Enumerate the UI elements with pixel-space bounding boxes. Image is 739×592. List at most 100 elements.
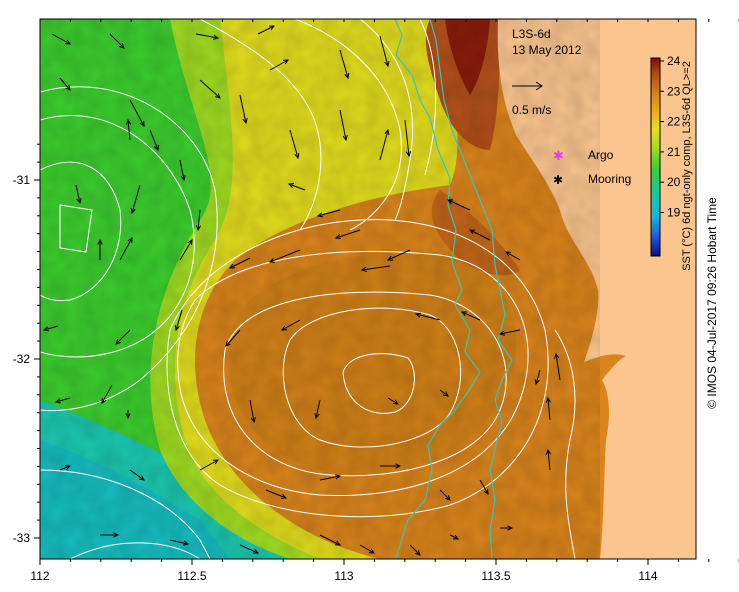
velocity-arrow: [386, 249, 411, 261]
velocity-arrow: [101, 384, 113, 405]
x-tick-label: 112: [30, 569, 49, 583]
velocity-arrow: [379, 128, 390, 161]
x-tick-label: 112.5: [177, 569, 206, 583]
velocity-arrow: [479, 479, 489, 495]
velocity-arrow: [174, 309, 183, 332]
velocity-scale-label: 0.5 m/s: [512, 103, 551, 117]
velocity-arrow: [360, 265, 391, 272]
velocity-arrow: [439, 389, 449, 397]
colorbar-tick-label: 21: [667, 145, 681, 159]
velocity-arrow: [314, 399, 321, 420]
velocity-arrow: [228, 257, 251, 269]
velocity-arrow: [449, 534, 460, 540]
velocity-arrow: [280, 319, 301, 331]
velocity-arrow: [409, 544, 421, 556]
legend-argo-label: Argo: [588, 148, 614, 162]
velocity-arrow: [59, 465, 72, 471]
velocity-arrow: [169, 539, 190, 546]
velocity-arrow: [129, 469, 145, 481]
velocity-arrow: [129, 99, 145, 128]
velocity-arrow: [500, 525, 514, 531]
colorbar-tick-label: 20: [667, 175, 681, 189]
velocity-arrow: [239, 544, 260, 554]
velocity-arrow: [179, 239, 193, 261]
velocity-arrow: [287, 183, 306, 191]
velocity-arrow: [319, 474, 342, 481]
velocity-arrow: [379, 35, 390, 68]
velocity-arrow: [179, 159, 186, 182]
velocity-arrow: [446, 199, 471, 211]
x-tick-label: 113: [334, 569, 353, 583]
velocity-arrow: [249, 399, 256, 424]
velocity-arrow: [125, 118, 132, 141]
ssh-contours: [40, 19, 576, 559]
velocity-arrow: [97, 238, 103, 260]
velocity-arrow: [289, 129, 300, 160]
velocity-arrow: [239, 94, 248, 125]
mooring-marker-icon: ✱: [553, 173, 563, 187]
velocity-scale-arrow: [512, 81, 543, 91]
y-axis: -31 -32 -33: [13, 143, 40, 545]
colorbar-ticks: 24 23 22 21 20 19: [660, 54, 681, 220]
x-tick-label: 114: [638, 569, 657, 583]
velocity-arrow: [115, 329, 131, 345]
velocity-vectors: [42, 25, 561, 556]
date-label: 13 May 2012: [512, 43, 582, 57]
velocity-arrow: [319, 534, 342, 546]
product-label: L3S-6d: [512, 27, 551, 41]
velocity-arrow: [195, 209, 202, 232]
colorbar-tick-label: 19: [667, 206, 681, 220]
velocity-arrow: [534, 369, 541, 386]
velocity-arrow: [468, 229, 491, 241]
velocity-arrow: [195, 33, 220, 40]
velocity-arrow: [387, 397, 399, 405]
colorbar-tick-label: 22: [667, 115, 681, 129]
velocity-arrow: [439, 489, 451, 501]
velocity-arrow: [460, 311, 481, 321]
velocity-arrow: [125, 410, 131, 420]
velocity-arrow: [414, 312, 441, 321]
velocity-arrow: [199, 79, 221, 99]
velocity-arrow: [339, 109, 348, 142]
velocity-arrow: [42, 325, 59, 332]
velocity-arrow: [75, 184, 82, 205]
y-tick-label: -31: [13, 173, 31, 187]
velocity-arrow: [109, 33, 125, 49]
velocity-arrow: [268, 249, 301, 263]
velocity-arrow: [380, 463, 402, 469]
bathymetry-contours: [394, 19, 513, 559]
velocity-arrow: [505, 251, 521, 261]
velocity-arrow: [269, 59, 290, 71]
velocity-arrow: [545, 448, 552, 471]
y-tick-label: -32: [13, 352, 31, 366]
legend-argo: ✱ Argo: [553, 148, 614, 164]
colorbar-tick-label: 24: [667, 54, 681, 68]
velocity-arrow: [265, 489, 288, 499]
colorbar-tick-label: 23: [667, 84, 681, 98]
velocity-arrow: [199, 459, 220, 471]
plot-frame: [39, 18, 697, 560]
velocity-arrow: [334, 229, 361, 240]
velocity-arrow: [130, 184, 141, 215]
velocity-arrow: [54, 397, 71, 404]
velocity-arrow: [498, 329, 521, 336]
credit-line: © IMOS 04-Jul-2017 09:26 Hobart Time: [705, 197, 719, 409]
velocity-arrow: [59, 77, 71, 91]
colorbar-title: SST (°C) 6d ngt-only comp, L3S-6d QL>=2: [681, 61, 693, 271]
velocity-arrow: [225, 329, 241, 347]
velocity-arrow: [149, 129, 159, 152]
x-tick-label: 113.5: [481, 569, 510, 583]
velocity-arrow: [257, 25, 276, 35]
velocity-arrow: [359, 544, 375, 554]
argo-marker-icon: ✱: [553, 149, 564, 164]
velocity-arrow: [545, 396, 552, 421]
legend-mooring-label: Mooring: [588, 172, 631, 186]
velocity-arrow: [100, 532, 120, 538]
velocity-arrow: [404, 119, 412, 158]
velocity-arrow: [339, 49, 350, 80]
legend-mooring: ✱ Mooring: [553, 172, 631, 187]
y-tick-label: -33: [13, 531, 31, 545]
velocity-arrow: [316, 209, 341, 218]
